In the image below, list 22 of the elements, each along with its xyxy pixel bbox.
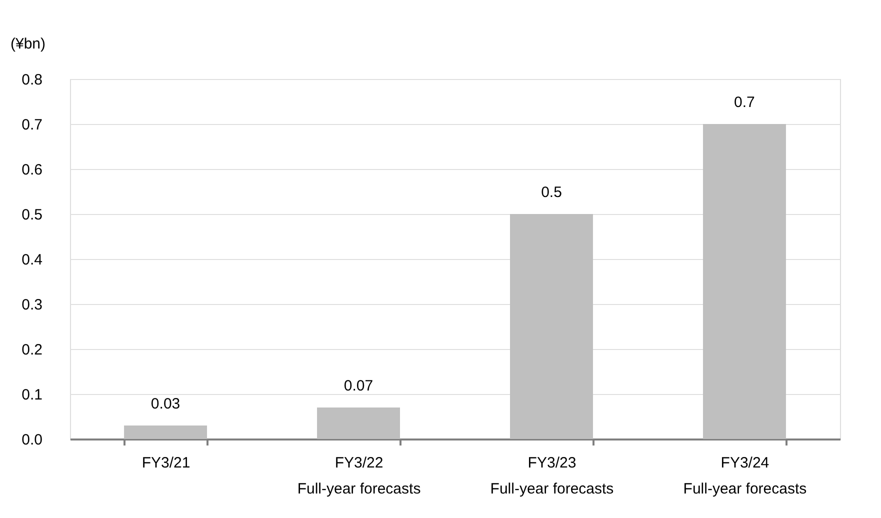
- bar: [317, 408, 400, 439]
- x-tick-label: FY3/24 Full-year forecasts: [683, 454, 807, 498]
- y-tick-label: 0.3: [22, 296, 42, 314]
- y-tick-label: 0.5: [22, 206, 42, 224]
- x-tick-label: FY3/22 Full-year forecasts: [297, 454, 421, 498]
- y-tick-label: 0.4: [22, 252, 42, 268]
- bar: [510, 214, 593, 439]
- x-tick-label: FY3/23 Full-year forecasts: [490, 454, 614, 498]
- y-tick-label: 0.8: [22, 72, 42, 88]
- data-label: 0.03: [150, 396, 180, 412]
- y-tick-label: 0.2: [22, 342, 42, 358]
- y-axis-title: (¥bn): [10, 36, 46, 52]
- bar: [702, 124, 786, 439]
- y-tick-label: 0.1: [22, 386, 42, 404]
- y-tick-label: 0.7: [22, 116, 42, 134]
- x-tick-label: FY3/21: [142, 454, 190, 472]
- data-label: 0.5: [541, 184, 562, 201]
- data-label: 0.7: [734, 94, 755, 111]
- data-label: 0.07: [344, 378, 374, 394]
- bar: [124, 426, 208, 439]
- y-tick-label: 0.0: [22, 432, 42, 448]
- y-tick-label: 0.6: [22, 162, 42, 178]
